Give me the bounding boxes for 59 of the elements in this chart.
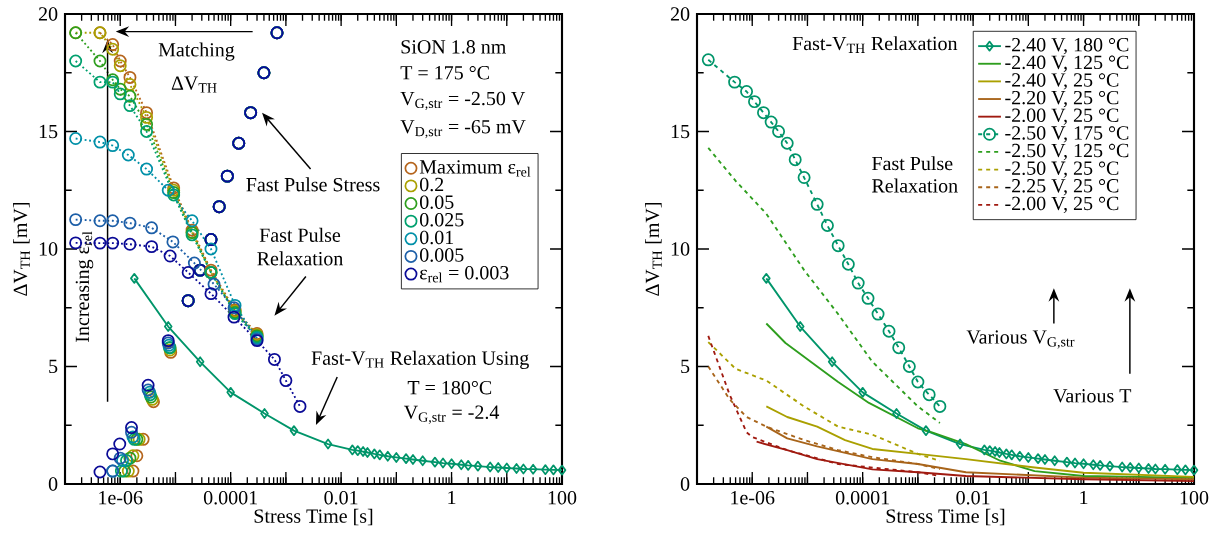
legend-label: -2.50 V, 25 °C <box>1005 161 1119 178</box>
x-tick-label: 0.0001 <box>835 490 889 505</box>
legend-label: -2.50 V, 125 °C <box>1005 143 1129 161</box>
y-tick-label: 0 <box>48 477 58 491</box>
x-tick-label: 100 <box>548 490 577 505</box>
x-axis-title: Stress Time [s] <box>886 508 1005 526</box>
annotation: ΔV$_{TH}$ <box>171 76 217 93</box>
annotation: T = 180°C <box>407 380 492 395</box>
legend-label: ε$_{rel}$ = 0.003 <box>420 265 509 283</box>
legend-label: -2.20 V, 25 °C <box>1005 90 1119 108</box>
legend-label: Maximum ε$_{rel}$ <box>419 160 531 177</box>
y-axis-title: ΔV$_{TH}$ [mV] <box>13 203 30 296</box>
y-tick-label: 5 <box>681 359 690 374</box>
annotation: Fast Pulse Stress <box>246 177 380 192</box>
legend-label: 0.2 <box>419 177 444 192</box>
x-tick-label: 100 <box>1180 490 1209 505</box>
y-tick-label: 10 <box>671 242 690 256</box>
annotation: Relaxation <box>257 251 344 266</box>
annotation: Fast-V$_{TH}$ Relaxation <box>792 36 958 53</box>
x-tick-label: 1e-06 <box>99 490 143 505</box>
legend-label: -2.00 V, 25 °C <box>1005 108 1119 125</box>
y-axis-title: ΔV$_{TH}$ [mV] <box>645 203 662 296</box>
legend-label: 0.025 <box>419 213 464 227</box>
annotation: V$_{G,str}$ = -2.50 V <box>400 91 526 111</box>
x-tick-label: 0.0001 <box>203 490 257 505</box>
annotation: Fast-V$_{TH}$ Relaxation Using <box>311 350 529 369</box>
legend-label: 0.005 <box>419 248 464 262</box>
x-axis-title: Stress Time [s] <box>254 508 373 526</box>
y-tick-label: 20 <box>670 7 690 21</box>
y-tick-label: 10 <box>39 242 58 256</box>
x-tick-label: 0.01 <box>956 490 990 505</box>
y-tick-label: 5 <box>49 359 58 374</box>
legend-label: -2.40 V, 125 °C <box>1005 55 1129 72</box>
legend-label: -2.50 V, 175 °C <box>1005 126 1129 143</box>
x-tick-label: 1 <box>1080 490 1088 505</box>
legend-label: -2.40 V, 25 °C <box>1005 73 1119 90</box>
legend-label: -2.00 V, 25 °C <box>1005 196 1119 214</box>
annotation: Fast Pulse <box>872 156 953 171</box>
y-tick-label: 20 <box>38 7 58 21</box>
y-tick-label: 0 <box>680 477 690 491</box>
annotation: Increasing ε$_{rel}$ <box>75 231 94 342</box>
legend-label: 0.01 <box>419 230 454 245</box>
x-tick-label: 0.01 <box>324 490 358 505</box>
annotation: Various T <box>1053 389 1132 403</box>
annotation: SiON 1.8 nm <box>401 40 507 54</box>
annotation: Various V$_{G,str}$ <box>966 330 1075 349</box>
x-tick-label: 1e-06 <box>731 490 775 505</box>
legend-label: 0.05 <box>419 195 454 209</box>
legend-label: -2.40 V, 180 °C <box>1005 37 1129 55</box>
x-tick-label: 1 <box>448 490 456 505</box>
annotation: V$_{G,str}$ = -2.4 <box>403 405 500 424</box>
annotation: T = 175 °C <box>400 65 489 80</box>
annotation: Matching <box>158 42 235 61</box>
y-tick-label: 15 <box>39 124 58 139</box>
annotation: Fast Pulse <box>259 227 341 242</box>
annotation: Relaxation <box>872 178 958 193</box>
legend-label: -2.25 V, 25 °C <box>1005 179 1119 196</box>
y-tick-label: 15 <box>671 124 690 139</box>
annotation: V$_{D,str}$ = -65 mV <box>400 120 526 139</box>
